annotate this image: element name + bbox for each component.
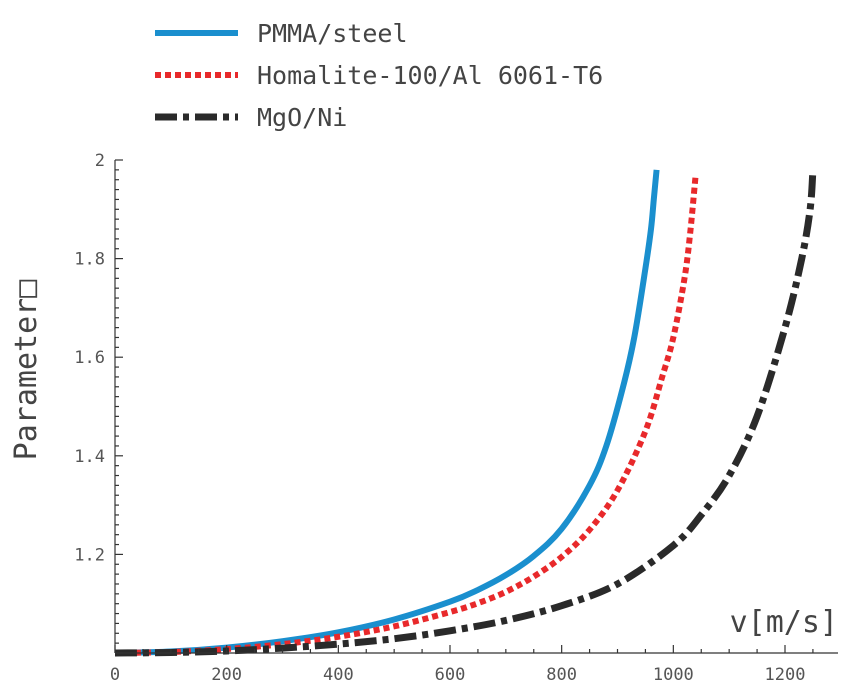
series-line-homalite-100-al-6061-t6 <box>114 174 699 656</box>
legend-label-homalite-100-al-6061-t6: Homalite-100/Al 6061-T6 <box>257 61 603 90</box>
y-tick-label: 1.8 <box>74 250 105 270</box>
x-tick-label: 800 <box>546 665 577 684</box>
y-tick-label: 1.4 <box>74 447 105 467</box>
x-tick-label: 0 <box>110 665 120 684</box>
x-tick-label: 600 <box>435 665 466 684</box>
series-line-mgo-ni <box>114 169 817 657</box>
x-axis-title: v[m/s] <box>730 605 838 640</box>
x-tick-label: 1000 <box>653 665 694 684</box>
y-tick-label: 1.6 <box>74 348 105 368</box>
y-tick-label: 2 <box>95 151 105 171</box>
x-tick-label: 400 <box>323 665 354 684</box>
x-tick-label: 200 <box>211 665 242 684</box>
axes: 0 200 400 600 800 1000 1200 1.2 1.4 1.6 1.8 2 <box>74 151 838 684</box>
legend: PMMA/steel Homalite-100/Al 6061-T6 MgO/Ni <box>155 19 603 132</box>
legend-label-pmma-steel: PMMA/steel <box>257 19 408 48</box>
plot-area <box>114 169 817 657</box>
y-axis-title: Parameter□ <box>9 280 44 461</box>
legend-label-mgo-ni: MgO/Ni <box>257 103 347 132</box>
y-tick-label: 1.2 <box>74 545 105 565</box>
series-line-pmma-steel <box>114 169 660 656</box>
x-tick-label: 1200 <box>765 665 806 684</box>
